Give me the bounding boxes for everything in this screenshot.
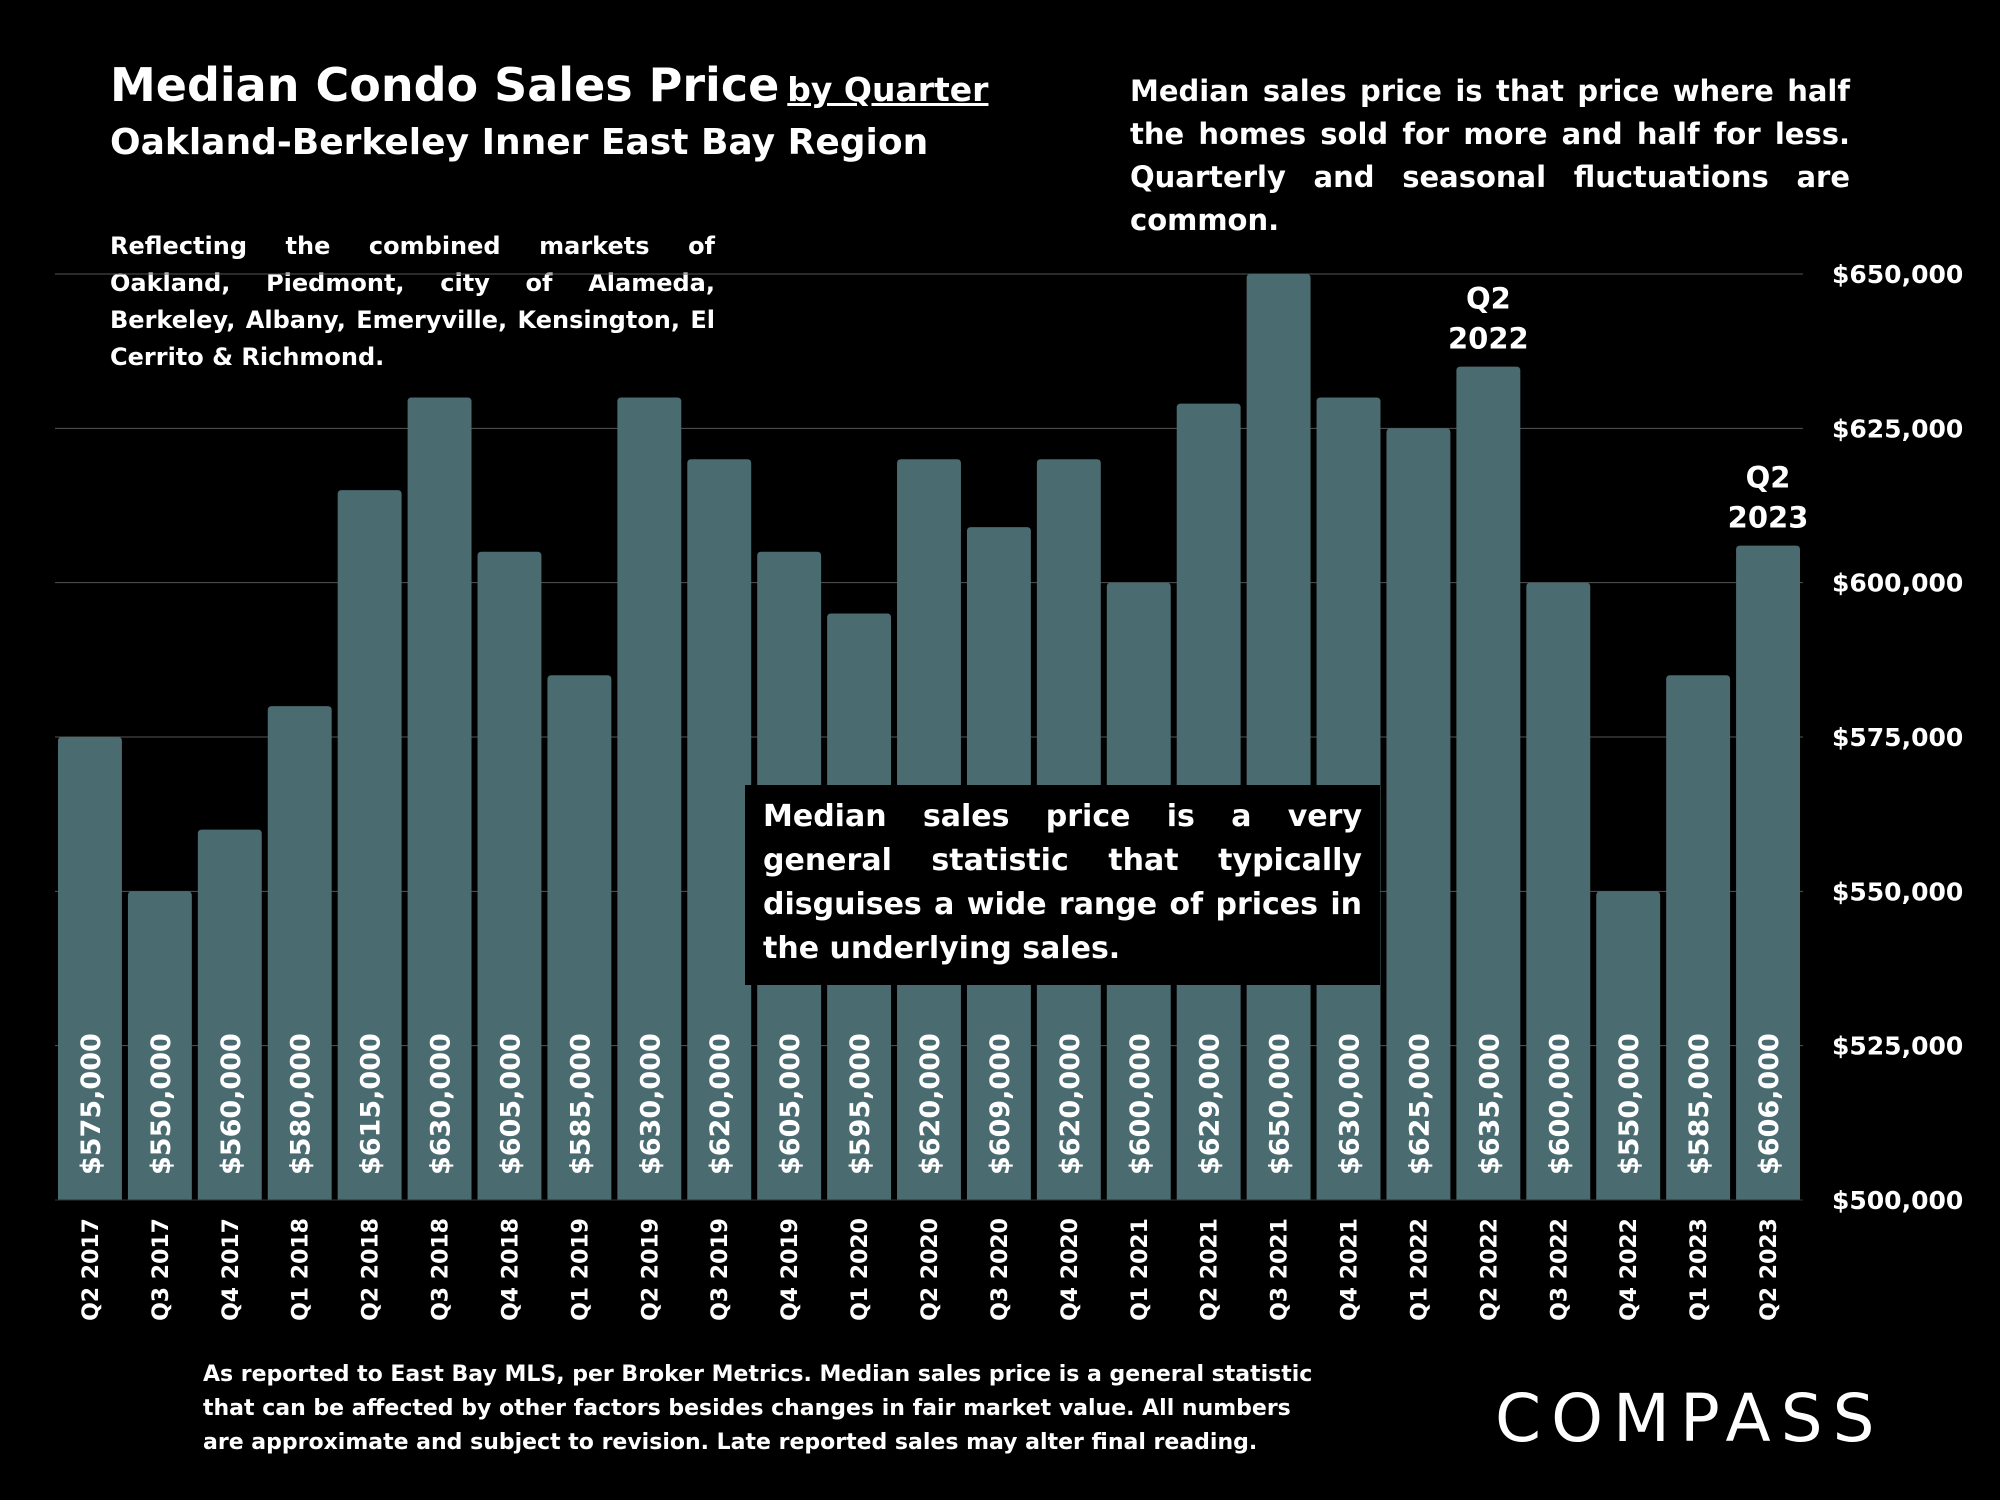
bar-value-label: $550,000 [146, 1033, 177, 1175]
x-tick-label: Q2 2021 [1198, 1218, 1223, 1321]
x-tick-label: Q2 2020 [918, 1218, 943, 1321]
x-tick-label: Q3 2021 [1268, 1218, 1293, 1321]
bar-value-label: $550,000 [1614, 1033, 1645, 1175]
bar-value-label: $605,000 [495, 1033, 526, 1175]
bar-value-label: $635,000 [1474, 1033, 1505, 1175]
bar-value-label: $580,000 [286, 1033, 317, 1175]
bar-value-label: $620,000 [1055, 1033, 1086, 1175]
x-tick-label: Q2 2023 [1757, 1218, 1782, 1321]
bar [127, 891, 192, 1200]
bar [197, 829, 262, 1200]
bar [1596, 891, 1661, 1200]
compass-logo: COMPASS [1495, 1380, 1885, 1457]
x-tick-label: Q2 2018 [359, 1218, 384, 1321]
bar-value-label: $585,000 [565, 1033, 596, 1175]
bar-value-label: $625,000 [1404, 1033, 1435, 1175]
bar-annotation: 2023 [1728, 501, 1809, 535]
bar [58, 737, 122, 1200]
bar-value-label: $630,000 [635, 1033, 666, 1175]
bar [1666, 675, 1731, 1200]
y-tick-label: $575,000 [1832, 723, 1963, 752]
chart-title: Median Condo Sales Price by Quarter [110, 58, 988, 112]
x-tick-label: Q1 2018 [289, 1218, 314, 1321]
bar-value-label: $629,000 [1195, 1033, 1226, 1175]
x-tick-label: Q4 2020 [1058, 1218, 1083, 1321]
bar-value-label: $600,000 [1544, 1033, 1575, 1175]
bar-value-label: $600,000 [1125, 1033, 1156, 1175]
region-subtitle: Oakland-Berkeley Inner East Bay Region [110, 122, 929, 163]
x-tick-label: Q4 2017 [219, 1218, 244, 1321]
bar-value-label: $620,000 [705, 1033, 736, 1175]
x-tick-label: Q3 2018 [429, 1218, 454, 1321]
y-tick-label: $650,000 [1832, 260, 1963, 289]
x-tick-label: Q2 2019 [638, 1218, 663, 1321]
bar-value-label: $630,000 [426, 1033, 457, 1175]
callout-box: Median sales price is a very general sta… [745, 785, 1380, 985]
bar-value-label: $650,000 [1265, 1033, 1296, 1175]
bar-value-label: $575,000 [76, 1033, 107, 1175]
y-tick-label: $550,000 [1832, 877, 1963, 906]
bar [547, 675, 612, 1200]
bar-annotation: Q2 [1746, 461, 1791, 495]
x-tick-label: Q1 2021 [1128, 1218, 1153, 1321]
x-tick-label: Q2 2017 [79, 1218, 104, 1321]
x-tick-label: Q1 2020 [848, 1218, 873, 1321]
bar [1526, 582, 1591, 1200]
footer-note: As reported to East Bay MLS, per Broker … [203, 1362, 1313, 1455]
bar-value-label: $615,000 [356, 1033, 387, 1175]
bar [477, 551, 542, 1200]
bar [617, 397, 682, 1200]
x-tick-label: Q4 2022 [1617, 1218, 1642, 1321]
x-tick-label: Q3 2020 [988, 1218, 1013, 1321]
bar-annotation: 2022 [1448, 322, 1529, 356]
bar-value-label: $630,000 [1335, 1033, 1366, 1175]
y-tick-label: $525,000 [1832, 1032, 1963, 1061]
definition-note: Median sales price is that price where h… [1130, 74, 1850, 237]
x-tick-label: Q1 2019 [568, 1218, 593, 1321]
bar [267, 706, 332, 1200]
title-text: Median Condo Sales Price [110, 58, 780, 112]
y-tick-label: $625,000 [1832, 414, 1963, 443]
bar-value-label: $620,000 [915, 1033, 946, 1175]
y-tick-label: $600,000 [1832, 569, 1963, 598]
bar-annotation: Q2 [1466, 282, 1511, 316]
bar-value-label: $595,000 [845, 1033, 876, 1175]
x-tick-label: Q3 2017 [149, 1218, 174, 1321]
x-tick-label: Q4 2019 [778, 1218, 803, 1321]
bar-value-label: $609,000 [985, 1033, 1016, 1175]
bar-value-label: $605,000 [775, 1033, 806, 1175]
title-suffix: by Quarter [787, 70, 989, 109]
x-tick-label: Q4 2021 [1338, 1218, 1363, 1321]
x-tick-label: Q1 2022 [1407, 1218, 1432, 1321]
bar [337, 490, 402, 1201]
bar [687, 459, 752, 1200]
bar-value-label: $585,000 [1684, 1033, 1715, 1175]
x-tick-label: Q4 2018 [498, 1218, 523, 1321]
bar [1736, 545, 1800, 1200]
x-tick-label: Q2 2022 [1477, 1218, 1502, 1321]
x-tick-label: Q3 2022 [1547, 1218, 1572, 1321]
bar [1456, 366, 1521, 1201]
x-tick-label: Q3 2019 [708, 1218, 733, 1321]
x-tick-label: Q1 2023 [1687, 1218, 1712, 1321]
y-tick-label: $500,000 [1832, 1186, 1963, 1215]
bar-value-label: $560,000 [216, 1033, 247, 1175]
bar [407, 397, 472, 1200]
bar [1386, 428, 1451, 1200]
bar-value-label: $606,000 [1754, 1033, 1785, 1175]
